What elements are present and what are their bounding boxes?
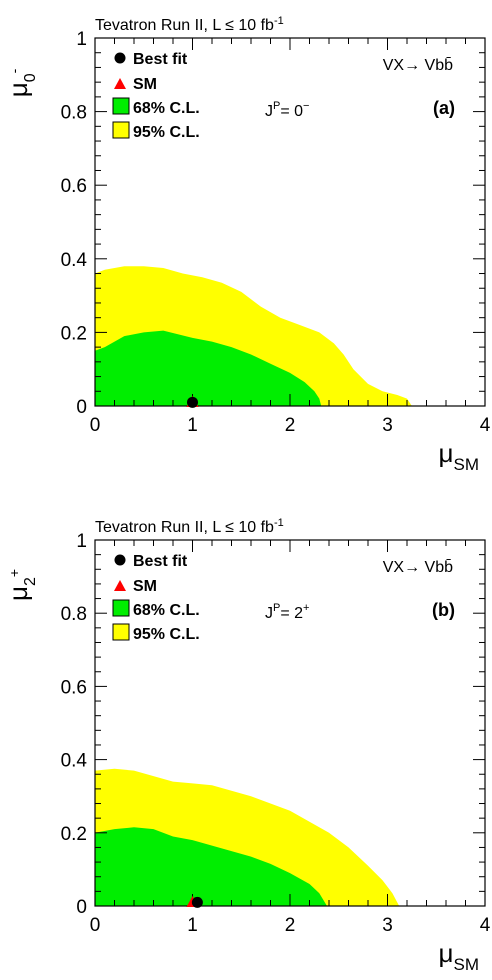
y-tick-label: 0.6 [61,677,87,698]
panel-a: 0 1 2 3 4 0 0.2 0.4 0.6 0.8 1 Tevatron Run II, L ≤ … [3,15,491,474]
header-sup: -1 [274,15,284,27]
x-axis-mu: μ [439,438,454,468]
y-tick-label: 1 [76,29,87,50]
x-tick-label: 3 [382,915,393,936]
panel-b: 0 1 2 3 4 0 0.2 0.4 0.6 0.8 1 Tevatron Run II, L ≤ … [3,517,491,974]
legend-sm-label: SM [133,578,157,595]
y-tick-label: 0.8 [61,103,87,124]
legend-sm-label: SM [133,76,157,93]
legend-cl95-label: 95% C.L. [133,626,200,643]
jp-sup: P [273,100,280,112]
legend-best-fit-label: Best fit [133,51,188,68]
legend-best-fit-marker [115,555,126,566]
y-tick-label: 0.4 [61,250,88,271]
legend-cl95-swatch [113,122,129,138]
jp-value: = 0 [280,103,303,120]
y-tick-label: 1 [76,531,87,552]
best-fit-point [192,897,203,908]
chart-header: Tevatron Run II, L ≤ 10 fb-1 [95,517,284,536]
x-axis-mu: μ [439,938,454,968]
legend-best-fit-marker [115,53,126,64]
x-tick-label: 1 [187,415,198,436]
legend-sm-marker [114,580,126,591]
best-fit-point [187,397,198,408]
x-tick-label: 4 [480,915,491,936]
y-axis-label: μ0- [3,68,39,97]
header-text: Tevatron Run II, L ≤ 10 fb [95,17,274,34]
y-tick-label: 0 [76,897,87,918]
x-tick-label: 1 [187,915,198,936]
y-axis-label: μ2+ [3,569,39,601]
jp-label: JP= 0− [265,100,309,120]
y-axis-sub: 2 [22,577,39,586]
legend-cl68-label: 68% C.L. [133,100,200,117]
y-axis-sub: 0 [22,73,39,82]
x-axis-label: μSM [439,438,479,474]
jp-label: JP= 2+ [265,602,309,622]
x-tick-label: 0 [90,915,101,936]
legend-cl68-swatch [113,600,129,616]
y-tick-label: 0.4 [61,751,88,772]
y-tick-label: 0 [76,397,87,418]
legend-cl95-swatch [113,624,129,640]
chart-header: Tevatron Run II, L ≤ 10 fb-1 [95,15,284,34]
y-axis-sup: + [6,569,22,577]
panel-tag: (a) [433,98,455,118]
jp-value-sup: + [303,602,309,614]
x-tick-label: 4 [480,415,491,436]
x-tick-label: 2 [285,415,296,436]
process-label: VX→ Vbb̄ [383,559,453,576]
y-axis-mu: μ [3,586,33,601]
y-tick-label: 0.8 [61,604,87,625]
x-axis-label: μSM [439,938,479,974]
legend-sm-marker [114,78,126,89]
y-tick-label: 0.6 [61,176,87,197]
x-axis-sub: SM [454,455,480,474]
y-tick-label: 0.2 [61,323,87,344]
legend-cl95-label: 95% C.L. [133,124,200,141]
x-tick-label: 3 [382,415,393,436]
jp-base: J [265,605,273,622]
y-axis-mu: μ [3,82,33,97]
x-tick-label: 0 [90,415,101,436]
jp-base: J [265,103,273,120]
header-text: Tevatron Run II, L ≤ 10 fb [95,519,274,536]
y-axis-sup: - [6,68,22,73]
legend-cl68-swatch [113,98,129,114]
x-axis-sub: SM [454,955,480,974]
jp-value-sup: − [303,100,309,112]
legend-best-fit-label: Best fit [133,553,188,570]
jp-sup: P [273,602,280,614]
jp-value: = 2 [280,605,303,622]
x-tick-label: 2 [285,915,296,936]
legend-cl68-label: 68% C.L. [133,602,200,619]
panel-tag: (b) [432,600,455,620]
header-sup: -1 [274,517,284,529]
y-tick-label: 0.2 [61,824,87,845]
process-label: VX→ Vbb̄ [383,57,453,74]
